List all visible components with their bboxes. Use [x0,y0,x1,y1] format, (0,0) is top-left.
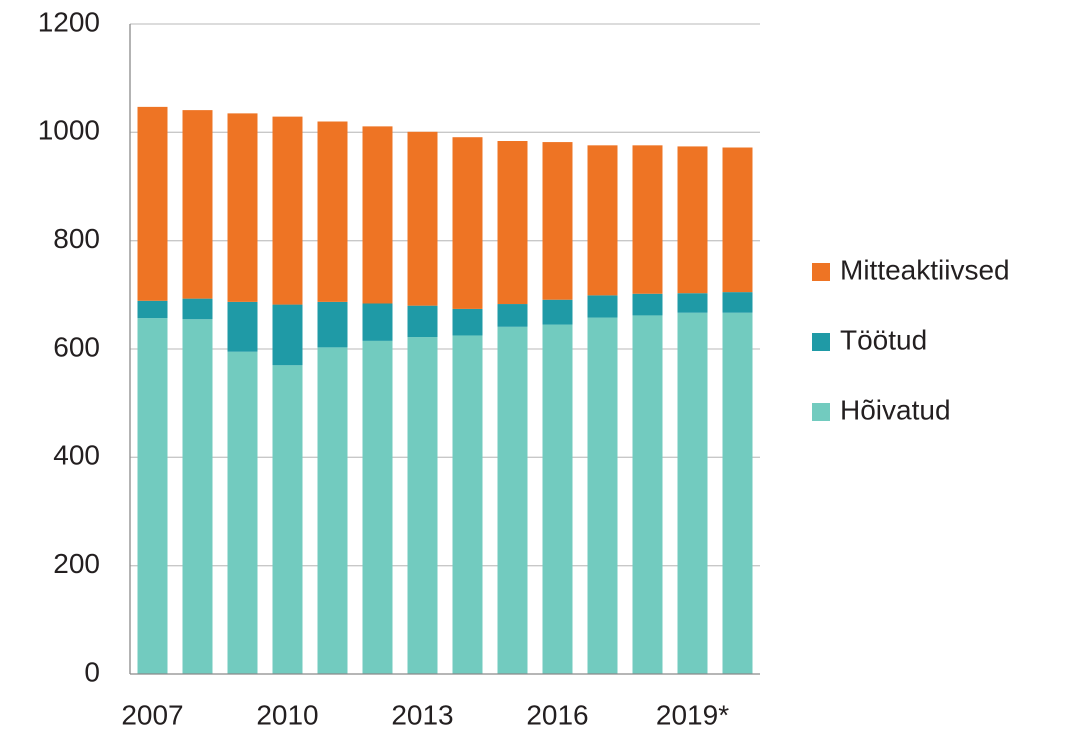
bar-segment [452,335,483,674]
bar-segment [722,292,753,313]
legend-label: Hõivatud [840,394,951,425]
bar-segment [677,293,708,313]
bar-segment [317,301,348,348]
bar-segment [317,121,348,302]
bar-segment [137,300,168,319]
y-tick-label: 800 [53,223,100,254]
bar-segment [272,365,303,674]
bar-segment [632,293,663,316]
bar-segment [362,303,393,341]
bar-segment [497,141,528,305]
bar-segment [137,318,168,674]
bar-segment [137,106,168,301]
legend-label: Mitteaktiivsed [840,254,1010,285]
bar-segment [407,131,438,306]
bar-segment [632,315,663,674]
bar-segment [182,110,213,299]
bar-segment [542,142,573,300]
x-tick-label: 2013 [391,699,453,730]
legend-swatch [812,333,830,351]
x-tick-label: 2019* [656,699,729,730]
bar-segment [452,137,483,309]
x-tick-label: 2016 [526,699,588,730]
y-tick-label: 1000 [38,115,100,146]
bar-segment [272,116,303,305]
bar-segment [182,298,213,320]
bar-segment [317,347,348,674]
y-tick-label: 600 [53,331,100,362]
legend-label: Töötud [840,324,927,355]
bar-segment [452,308,483,336]
y-tick-label: 400 [53,440,100,471]
y-tick-label: 0 [84,656,100,687]
bar-segment [587,295,618,318]
bar-segment [227,301,258,352]
bar-segment [632,145,663,294]
bar-segment [407,337,438,674]
y-tick-label: 1200 [38,6,100,37]
bar-segment [272,304,303,366]
bar-segment [227,113,258,302]
bar-segment [542,299,573,325]
x-tick-label: 2007 [121,699,183,730]
bar-segment [587,317,618,674]
bar-segment [722,147,753,293]
bar-segment [722,312,753,674]
legend-swatch [812,403,830,421]
bar-segment [227,351,258,674]
bar-segment [497,326,528,674]
bar-segment [362,340,393,674]
bar-segment [182,319,213,674]
x-tick-label: 2010 [256,699,318,730]
bar-segment [362,126,393,304]
bar-segment [407,305,438,338]
bar-segment [677,146,708,294]
legend-swatch [812,263,830,281]
bar-segment [497,304,528,327]
bar-segment [587,145,618,296]
bar-segment [677,312,708,674]
y-tick-label: 200 [53,548,100,579]
bar-segment [542,324,573,674]
